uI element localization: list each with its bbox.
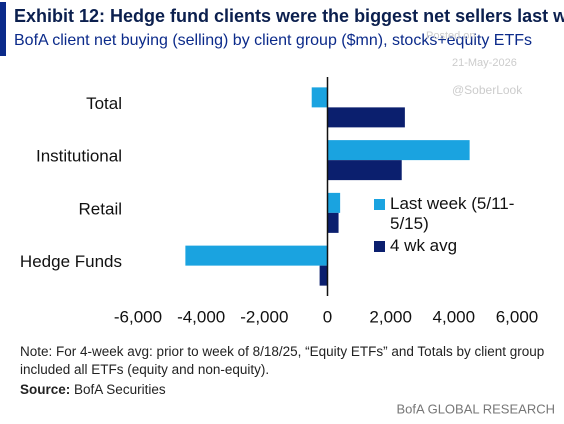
bar (327, 212, 339, 233)
y-tick-label: Retail (79, 199, 122, 218)
source-line: Source: BofA Securities (20, 382, 166, 397)
legend-label: Last week (5/11-5/15) (390, 194, 515, 233)
source-label: Source: (20, 382, 71, 397)
x-tick-label: -2,000 (240, 307, 288, 326)
legend: Last week (5/11-5/15) 4 wk avg (374, 194, 524, 258)
chart-title: Exhibit 12: Hedge fund clients were the … (14, 6, 564, 26)
x-tick-label: 4,000 (433, 307, 476, 326)
bar (327, 160, 402, 181)
y-tick-label: Hedge Funds (20, 252, 122, 271)
y-tick-label: Total (86, 94, 122, 113)
watermark: @SoberLook (452, 83, 523, 97)
bar (319, 265, 328, 286)
source: BofA Securities (74, 382, 166, 397)
bar (327, 140, 470, 161)
footer: BofA GLOBAL RESEARCH (397, 401, 555, 416)
x-tick-label: 6,000 (496, 307, 539, 326)
x-tick-label: -4,000 (177, 307, 225, 326)
legend-item: 4 wk avg (374, 236, 524, 256)
watermark: Posted on (426, 30, 476, 42)
watermark: 21-May-2026 (452, 57, 517, 69)
legend-label: 4 wk avg (390, 236, 458, 255)
bar (327, 107, 405, 128)
note: Note: For 4-week avg: prior to week of 8… (20, 344, 545, 377)
bar (185, 245, 328, 266)
chart-subtitle: BofA client net buying (selling) by clie… (14, 32, 532, 49)
title-accent (0, 2, 6, 56)
x-tick-label: 0 (323, 307, 332, 326)
bar (311, 87, 328, 108)
legend-swatch (374, 199, 385, 210)
legend-swatch (374, 241, 385, 252)
bar (327, 192, 341, 213)
y-tick-label: Institutional (36, 147, 122, 166)
x-tick-label: -6,000 (114, 307, 162, 326)
legend-item: Last week (5/11-5/15) (374, 194, 524, 234)
x-tick-label: 2,000 (369, 307, 412, 326)
